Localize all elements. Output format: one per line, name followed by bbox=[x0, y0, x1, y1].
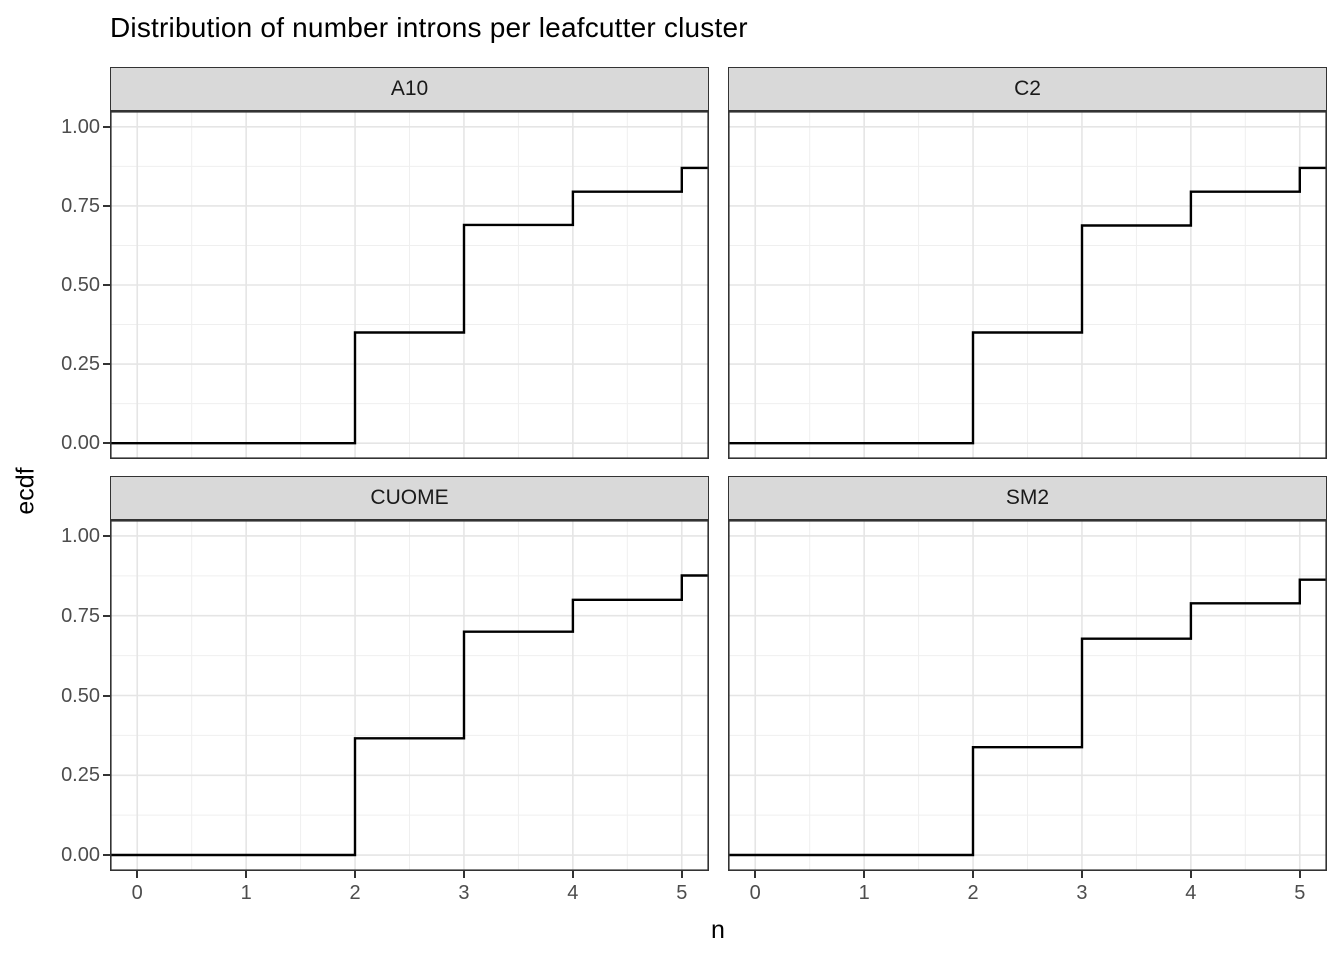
panel-cuome bbox=[110, 520, 709, 871]
y-tick-mark bbox=[103, 854, 110, 857]
panel-a10 bbox=[110, 111, 709, 459]
y-tick-label: 0.25 bbox=[61, 764, 100, 787]
y-tick-mark bbox=[103, 125, 110, 128]
y-axis-title: ecdf bbox=[11, 467, 40, 515]
facet-strip-cuome: CUOME bbox=[110, 476, 709, 520]
x-tick-label: 1 bbox=[858, 882, 870, 904]
panel-canvas-c2 bbox=[728, 111, 1327, 459]
x-tick-mark bbox=[863, 871, 866, 878]
facet-label-c2: C2 bbox=[1014, 77, 1041, 100]
panel-canvas-sm2 bbox=[728, 520, 1327, 871]
ecdf-step-line bbox=[110, 166, 709, 445]
y-tick-label: 0.50 bbox=[61, 274, 100, 296]
y-tick-label: 1.00 bbox=[61, 115, 100, 138]
x-tick-mark bbox=[680, 871, 683, 878]
x-tick-label: 5 bbox=[1294, 882, 1306, 904]
ecdf-step-line bbox=[728, 578, 1327, 857]
y-tick-mark bbox=[103, 614, 110, 617]
x-tick-mark bbox=[354, 871, 357, 878]
x-tick-label: 1 bbox=[240, 882, 252, 904]
y-tick-label: 0.75 bbox=[61, 194, 100, 217]
y-tick-mark bbox=[103, 284, 110, 286]
x-tick-mark bbox=[1298, 871, 1301, 878]
y-tick-mark bbox=[103, 204, 110, 207]
facet-strip-a10: A10 bbox=[110, 67, 709, 111]
y-tick-mark bbox=[103, 694, 110, 697]
x-tick-label: 3 bbox=[1076, 882, 1088, 904]
x-tick-label: 5 bbox=[676, 882, 688, 904]
x-tick-label: 0 bbox=[749, 882, 761, 904]
x-tick-mark bbox=[1189, 871, 1192, 878]
facet-strip-c2: C2 bbox=[728, 67, 1327, 111]
x-tick-label: 4 bbox=[1185, 882, 1197, 904]
y-tick-mark bbox=[103, 534, 110, 537]
y-tick-label: 0.50 bbox=[61, 684, 100, 707]
ecdf-step-line bbox=[728, 166, 1327, 445]
y-tick-label: 0.75 bbox=[61, 604, 100, 627]
x-tick-mark bbox=[462, 871, 465, 878]
y-tick-mark bbox=[103, 774, 110, 777]
ecdf-step-line bbox=[110, 574, 709, 857]
x-tick-label: 2 bbox=[349, 882, 361, 904]
facet-label-cuome: CUOME bbox=[370, 486, 449, 509]
y-tick-mark bbox=[103, 363, 110, 366]
x-tick-mark bbox=[1080, 871, 1083, 878]
y-tick-label: 0.00 bbox=[61, 432, 100, 455]
y-tick-label: 0.25 bbox=[61, 353, 100, 376]
x-tick-label: 2 bbox=[967, 882, 979, 904]
x-tick-mark bbox=[571, 871, 574, 878]
plot-title: Distribution of number introns per leafc… bbox=[110, 12, 748, 43]
x-tick-label: 3 bbox=[458, 882, 470, 904]
y-tick-mark bbox=[103, 442, 110, 445]
panel-canvas-cuome bbox=[110, 520, 709, 871]
y-tick-label: 1.00 bbox=[61, 524, 100, 547]
x-tick-mark bbox=[245, 871, 248, 878]
x-tick-mark bbox=[972, 871, 975, 878]
facet-strip-sm2: SM2 bbox=[728, 476, 1327, 520]
x-axis-title: n bbox=[711, 916, 725, 944]
facet-label-a10: A10 bbox=[390, 77, 429, 100]
x-tick-mark bbox=[136, 871, 139, 878]
x-tick-mark bbox=[754, 871, 757, 878]
y-tick-label: 0.00 bbox=[61, 844, 100, 867]
panel-c2 bbox=[728, 111, 1327, 459]
x-tick-label: 4 bbox=[567, 882, 579, 904]
x-tick-label: 0 bbox=[131, 882, 143, 904]
panel-sm2 bbox=[728, 520, 1327, 871]
facet-label-sm2: SM2 bbox=[1005, 486, 1050, 509]
panel-canvas-a10 bbox=[110, 111, 709, 459]
